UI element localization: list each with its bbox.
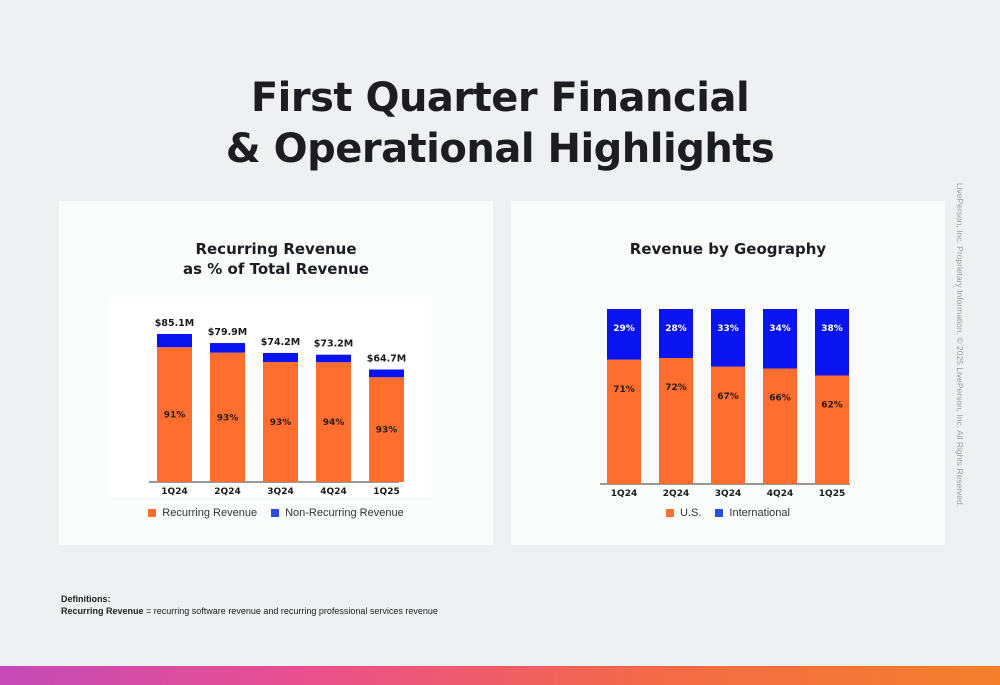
definition-term: Recurring Revenue bbox=[61, 606, 144, 616]
geography-chart-title: Revenue by Geography bbox=[629, 240, 827, 258]
bar-recurring-4Q24 bbox=[316, 362, 351, 482]
bar-us-1Q25 bbox=[815, 375, 849, 484]
x-tick-geo-3Q24: 3Q24 bbox=[715, 489, 741, 499]
recurring-chart-title-line2: as % of Total Revenue bbox=[183, 260, 369, 278]
x-tick-1Q25: 1Q25 bbox=[373, 487, 399, 497]
legend-swatch-us bbox=[666, 509, 675, 517]
x-tick-4Q24: 4Q24 bbox=[320, 487, 346, 497]
legend-item-non-recurring: Non-Recurring Revenue bbox=[271, 507, 404, 519]
recurring-revenue-chart: $85.1M 91% 1Q24 $79.9M 93% 2Q24 $74.2M 93% 3Q24 $… bbox=[109, 297, 431, 497]
total-label-3Q24: $74.2M bbox=[261, 337, 301, 348]
legend-label-non-recurring: Non-Recurring Revenue bbox=[285, 507, 404, 519]
geography-panel: Revenue by Geography 29% 71% 1Q24 28% 72% 2Q2… bbox=[511, 201, 945, 545]
bar-non-recurring-1Q25 bbox=[369, 369, 404, 378]
legend-swatch-non-recurring bbox=[271, 509, 280, 517]
x-tick-geo-2Q24: 2Q24 bbox=[663, 489, 689, 499]
legend-item-international: International bbox=[715, 507, 790, 519]
bar-non-recurring-1Q24 bbox=[157, 334, 192, 348]
geography-svg: 29% 71% 1Q24 28% 72% 2Q24 33% 67% 3Q24 34% 66% 4Q24… bbox=[600, 309, 850, 499]
bar-international-1Q25 bbox=[815, 309, 849, 376]
total-label-1Q25: $64.7M bbox=[367, 353, 407, 364]
copyright-side-text: LivePerson, Inc. Proprietary Information… bbox=[955, 182, 965, 508]
us-label-3Q24: 67% bbox=[717, 392, 739, 402]
recurring-chart-title-line1: Recurring Revenue bbox=[195, 240, 357, 258]
bar-international-4Q24 bbox=[763, 309, 797, 369]
bar-recurring-3Q24 bbox=[263, 361, 298, 482]
us-label-1Q25: 62% bbox=[821, 401, 843, 411]
intl-label-3Q24: 33% bbox=[717, 324, 739, 334]
bar-us-4Q24 bbox=[763, 368, 797, 484]
x-tick-2Q24: 2Q24 bbox=[214, 487, 240, 497]
page-title-line2: & Operational Highlights bbox=[225, 126, 775, 172]
x-tick-geo-4Q24: 4Q24 bbox=[767, 489, 793, 499]
bar-us-2Q24 bbox=[659, 358, 693, 484]
bar-recurring-1Q25 bbox=[369, 377, 404, 482]
intl-label-1Q24: 29% bbox=[613, 324, 635, 334]
pct-label-2Q24: 93% bbox=[217, 413, 239, 423]
bar-us-1Q24 bbox=[607, 359, 641, 484]
geography-chart: 29% 71% 1Q24 28% 72% 2Q24 33% 67% 3Q24 34% 66% 4Q24… bbox=[598, 303, 858, 499]
x-tick-1Q24: 1Q24 bbox=[161, 487, 187, 497]
total-label-4Q24: $73.2M bbox=[314, 339, 354, 350]
pct-label-4Q24: 94% bbox=[323, 418, 345, 428]
bar-non-recurring-2Q24 bbox=[210, 343, 245, 353]
bar-international-1Q24 bbox=[607, 309, 641, 360]
recurring-revenue-panel: Recurring Revenue as % of Total Revenue … bbox=[59, 201, 493, 545]
bar-international-2Q24 bbox=[659, 309, 693, 358]
intl-label-2Q24: 28% bbox=[665, 324, 687, 334]
x-tick-geo-1Q24: 1Q24 bbox=[611, 489, 637, 499]
recurring-revenue-svg: $85.1M 91% 1Q24 $79.9M 93% 2Q24 $74.2M 93% 3Q24 $… bbox=[149, 318, 407, 497]
definitions-line: Recurring Revenue = recurring software r… bbox=[61, 605, 438, 617]
total-label-1Q24: $85.1M bbox=[155, 318, 195, 329]
x-tick-3Q24: 3Q24 bbox=[267, 487, 293, 497]
legend-label-recurring: Recurring Revenue bbox=[162, 507, 258, 519]
geography-chart-legend: U.S. International bbox=[511, 507, 945, 519]
total-label-2Q24: $79.9M bbox=[208, 327, 248, 338]
us-label-4Q24: 66% bbox=[769, 394, 791, 404]
legend-label-us: U.S. bbox=[680, 507, 702, 519]
us-label-1Q24: 71% bbox=[613, 385, 635, 395]
bar-non-recurring-3Q24 bbox=[263, 352, 298, 362]
definition-text: = recurring software revenue and recurri… bbox=[143, 606, 438, 616]
us-label-2Q24: 72% bbox=[665, 383, 687, 393]
bottom-gradient-bar bbox=[0, 666, 1000, 685]
bar-non-recurring-4Q24 bbox=[316, 354, 351, 363]
intl-label-1Q25: 38% bbox=[821, 324, 843, 334]
bar-recurring-1Q24 bbox=[157, 347, 192, 482]
legend-item-us: U.S. bbox=[666, 507, 701, 519]
bar-international-3Q24 bbox=[711, 309, 745, 367]
x-tick-geo-1Q25: 1Q25 bbox=[819, 489, 845, 499]
intl-label-4Q24: 34% bbox=[769, 324, 791, 334]
bar-us-3Q24 bbox=[711, 366, 745, 484]
legend-swatch-international bbox=[715, 509, 724, 517]
recurring-chart-legend: Recurring Revenue Non-Recurring Revenue bbox=[59, 507, 493, 519]
legend-item-recurring: Recurring Revenue bbox=[148, 507, 257, 519]
pct-label-3Q24: 93% bbox=[270, 418, 292, 428]
page-title-line1: First Quarter Financial bbox=[250, 75, 750, 121]
bar-recurring-2Q24 bbox=[210, 352, 245, 482]
pct-label-1Q25: 93% bbox=[376, 426, 398, 436]
legend-label-international: International bbox=[729, 507, 790, 519]
definitions-heading: Definitions: bbox=[61, 594, 111, 604]
definitions-block: Definitions: Recurring Revenue = recurri… bbox=[61, 593, 438, 617]
legend-swatch-recurring bbox=[148, 509, 157, 517]
pct-label-1Q24: 91% bbox=[164, 411, 186, 421]
